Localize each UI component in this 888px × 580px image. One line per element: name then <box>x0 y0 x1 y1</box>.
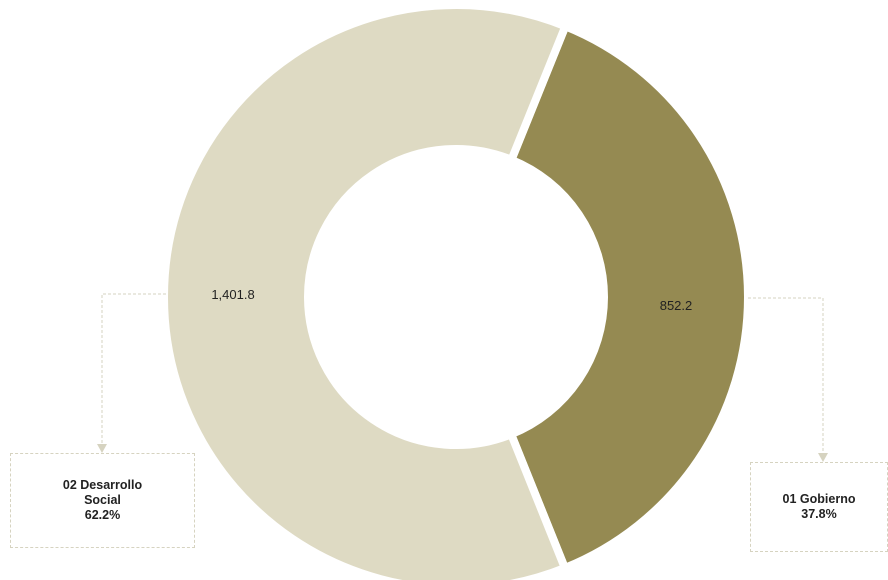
slice-value-label-gobierno: 852.2 <box>660 298 693 313</box>
callout-gobierno-name: 01 Gobierno <box>782 492 856 506</box>
callout-gobierno-percent: 37.8% <box>801 507 837 521</box>
slice-gobierno <box>505 21 752 574</box>
connector-desarrollo-social-arrowhead <box>97 444 107 453</box>
callout-social-name-line2: Social <box>84 493 121 507</box>
callout-gobierno: 01 Gobierno 37.8% <box>750 462 888 552</box>
slice-desarrollo-social <box>160 1 571 580</box>
connector-desarrollo-social <box>101 293 166 444</box>
callout-connectors <box>97 293 828 462</box>
connector-gobierno-arrowhead <box>818 453 828 462</box>
callout-social-name-line1: 02 Desarrollo <box>62 478 143 492</box>
slices-group <box>160 1 752 580</box>
callout-desarrollo-social: 02 Desarrollo Social 62.2% <box>10 453 195 548</box>
connector-gobierno <box>748 297 824 453</box>
callout-social-percent: 62.2% <box>84 508 121 522</box>
slice-value-label-social: 1,401.8 <box>211 287 254 302</box>
